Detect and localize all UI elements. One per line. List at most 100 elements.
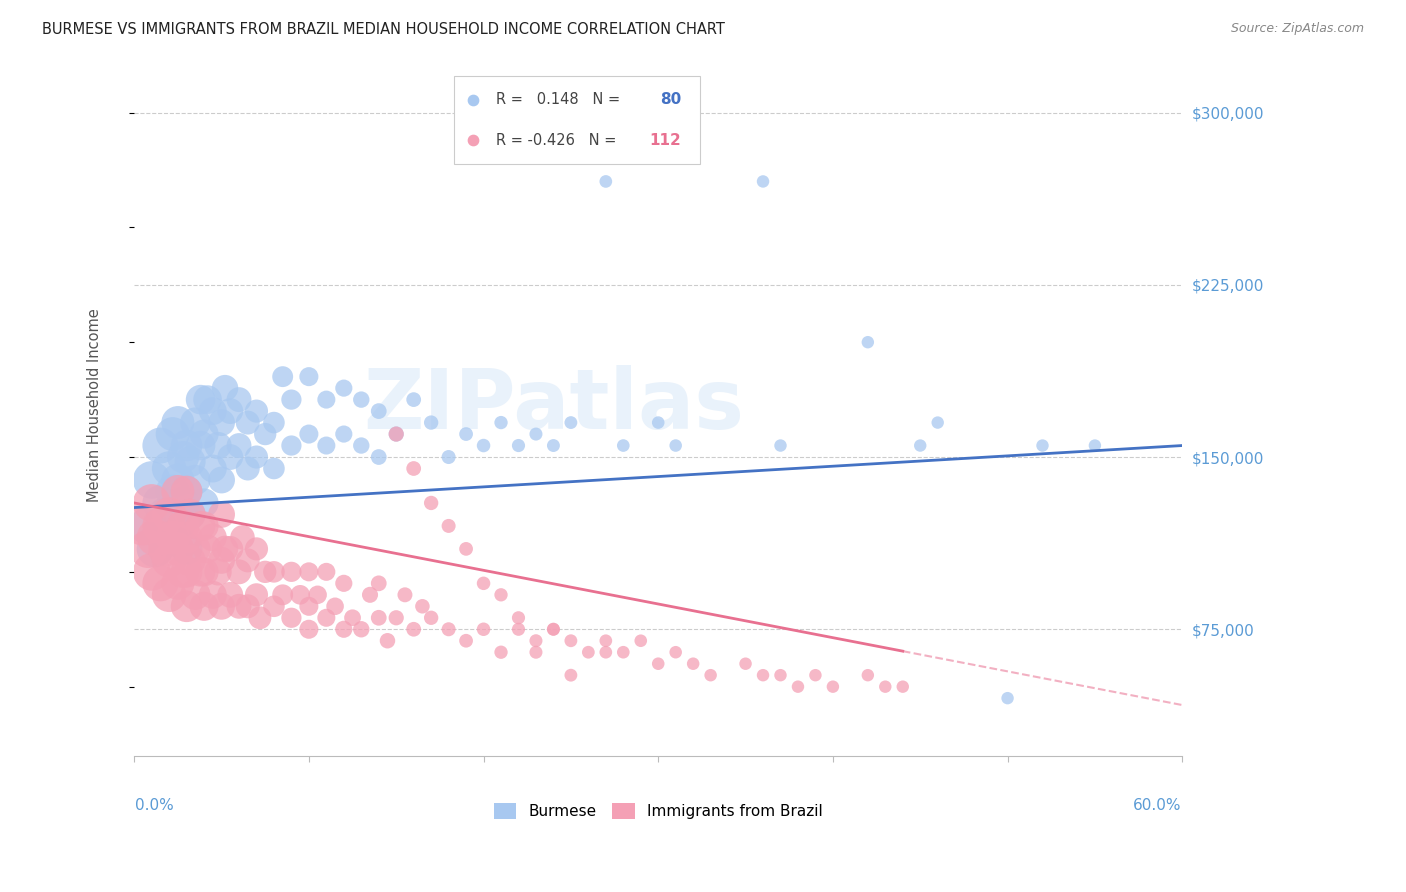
Point xyxy=(472,438,495,452)
Point xyxy=(136,541,159,556)
Point xyxy=(333,381,356,395)
Point xyxy=(524,427,547,442)
Point xyxy=(280,438,302,452)
Point xyxy=(333,427,356,442)
Point xyxy=(385,427,408,442)
Point xyxy=(263,599,285,614)
Point xyxy=(804,668,827,682)
Point xyxy=(201,461,224,475)
Text: 112: 112 xyxy=(650,133,682,147)
FancyBboxPatch shape xyxy=(454,76,700,164)
Point xyxy=(155,508,177,522)
Point xyxy=(149,438,172,452)
Point xyxy=(688,795,710,809)
Point xyxy=(176,530,198,544)
Point xyxy=(769,668,792,682)
Point xyxy=(647,657,669,671)
Point xyxy=(891,680,914,694)
Point xyxy=(280,565,302,579)
Point xyxy=(927,416,949,430)
Point xyxy=(280,392,302,407)
Point xyxy=(236,599,259,614)
Point xyxy=(197,392,219,407)
Point xyxy=(508,438,530,452)
Point xyxy=(190,519,212,533)
Point xyxy=(201,588,224,602)
Point xyxy=(211,473,233,487)
Point xyxy=(454,633,477,648)
Point xyxy=(699,668,721,682)
Point xyxy=(665,438,688,452)
Point xyxy=(162,427,184,442)
Point xyxy=(228,565,250,579)
Point xyxy=(472,576,495,591)
Point xyxy=(647,416,669,430)
Point xyxy=(1084,438,1107,452)
Point xyxy=(249,611,271,625)
Point xyxy=(875,680,897,694)
Point xyxy=(612,438,634,452)
Text: BURMESE VS IMMIGRANTS FROM BRAZIL MEDIAN HOUSEHOLD INCOME CORRELATION CHART: BURMESE VS IMMIGRANTS FROM BRAZIL MEDIAN… xyxy=(42,22,725,37)
Point xyxy=(245,450,267,464)
Point xyxy=(298,427,321,442)
Point xyxy=(630,633,652,648)
Point xyxy=(157,461,180,475)
Point xyxy=(367,450,389,464)
Point xyxy=(787,680,810,694)
Point xyxy=(576,645,599,659)
Point xyxy=(437,519,460,533)
Point xyxy=(560,416,582,430)
Point xyxy=(1031,438,1053,452)
Point xyxy=(752,668,775,682)
Point xyxy=(263,461,285,475)
Point xyxy=(367,404,389,418)
Point xyxy=(315,565,337,579)
Point xyxy=(385,611,408,625)
Point xyxy=(201,404,224,418)
Point xyxy=(149,576,172,591)
Point xyxy=(437,622,460,636)
Point xyxy=(193,427,215,442)
Point xyxy=(271,588,294,602)
Point xyxy=(524,645,547,659)
Point xyxy=(411,599,433,614)
Point xyxy=(472,622,495,636)
Point xyxy=(560,668,582,682)
Point xyxy=(437,450,460,464)
Point xyxy=(543,622,565,636)
Point xyxy=(184,416,207,430)
Point xyxy=(420,496,443,510)
Point xyxy=(298,369,321,384)
Point xyxy=(228,392,250,407)
Point xyxy=(508,611,530,625)
Point xyxy=(271,369,294,384)
Point xyxy=(162,484,184,499)
Point xyxy=(149,496,172,510)
Point xyxy=(315,611,337,625)
Text: 0.0%: 0.0% xyxy=(135,797,174,813)
Point xyxy=(394,588,416,602)
Point xyxy=(197,541,219,556)
Point xyxy=(176,438,198,452)
Point xyxy=(489,645,512,659)
Point xyxy=(157,588,180,602)
Point xyxy=(595,633,617,648)
Point xyxy=(595,174,617,188)
Point xyxy=(167,576,190,591)
Point xyxy=(190,392,212,407)
Point xyxy=(254,565,277,579)
Point xyxy=(228,599,250,614)
Point xyxy=(508,622,530,636)
Point xyxy=(236,416,259,430)
Point xyxy=(595,645,617,659)
Point xyxy=(167,484,190,499)
Point xyxy=(219,588,242,602)
Point xyxy=(315,438,337,452)
Point xyxy=(454,541,477,556)
Point xyxy=(228,438,250,452)
Point xyxy=(263,416,285,430)
Point xyxy=(263,565,285,579)
Point xyxy=(176,565,198,579)
Point xyxy=(211,416,233,430)
Text: R =   0.148   N =: R = 0.148 N = xyxy=(496,92,624,107)
